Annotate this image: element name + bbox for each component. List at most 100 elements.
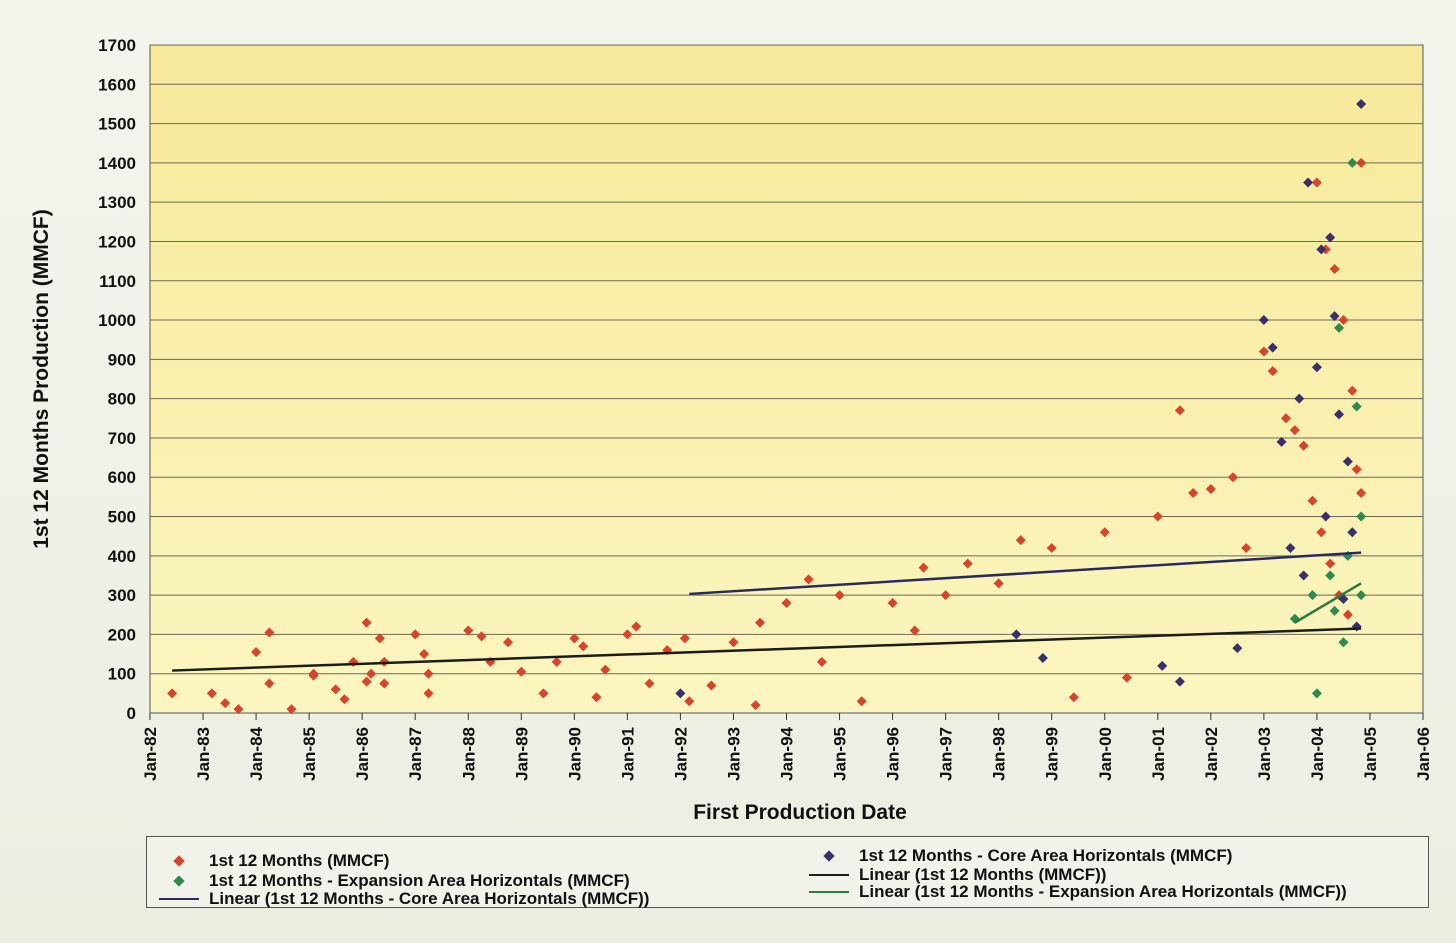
- y-tick-label: 100: [108, 665, 136, 684]
- y-tick-label: 200: [108, 625, 136, 644]
- legend-swatch-total-linear: [807, 868, 851, 882]
- y-tick-label: 700: [108, 429, 136, 448]
- point-expansion: [1347, 157, 1358, 168]
- point-total: [1347, 385, 1358, 396]
- point-total: [728, 637, 739, 648]
- point-total: [1289, 425, 1300, 436]
- y-tick-label: 400: [108, 547, 136, 566]
- y-tick-label: 1100: [99, 272, 136, 291]
- x-tick-label: Jan-84: [247, 726, 266, 780]
- point-core: [1356, 98, 1367, 109]
- y-tick-labels: 0 100 200 300 400 500 600 700 800 900 1000 1100 1200…: [98, 36, 136, 723]
- point-total: [1227, 472, 1238, 483]
- point-total: [551, 656, 562, 667]
- y-tick-label: 1700: [98, 36, 136, 55]
- gridlines: [150, 44, 1423, 675]
- point-expansion: [1325, 570, 1336, 581]
- legend-label: Linear (1st 12 Months - Core Area Horizo…: [209, 889, 650, 908]
- point-total: [1205, 484, 1216, 495]
- point-core: [1157, 660, 1168, 671]
- point-total: [781, 597, 792, 608]
- y-tick-label: 1500: [98, 115, 136, 134]
- point-total: [503, 637, 514, 648]
- legend-swatch-core-linear: [157, 892, 201, 906]
- data-points: [167, 98, 1367, 715]
- point-total: [1356, 487, 1367, 498]
- legend-swatch-total: [157, 854, 201, 868]
- point-total: [803, 574, 814, 585]
- point-total: [918, 562, 929, 573]
- legend-swatch-expansion-linear: [807, 885, 851, 899]
- y-tick-label: 1400: [98, 154, 136, 173]
- y-tick-label: 800: [108, 390, 136, 409]
- x-tick-label: Jan-00: [1096, 727, 1115, 781]
- point-total: [1068, 692, 1079, 703]
- point-total: [264, 627, 275, 638]
- point-total: [379, 678, 390, 689]
- point-core: [1232, 643, 1243, 654]
- legend-item-core: 1st 12 Months - Core Area Horizontals (M…: [807, 846, 1232, 866]
- trendlines: [172, 551, 1362, 672]
- plot-area: [149, 44, 1424, 714]
- point-total: [1338, 315, 1349, 326]
- x-tick-label: Jan-01: [1149, 727, 1168, 781]
- point-total: [423, 668, 434, 679]
- point-total: [750, 700, 761, 711]
- y-axis-title: 1st 12 Months Production (MMCF): [30, 209, 53, 549]
- point-expansion: [1351, 401, 1362, 412]
- point-total: [1316, 527, 1327, 538]
- y-tick-label: 900: [108, 350, 136, 369]
- point-total: [1258, 346, 1269, 357]
- point-total: [423, 688, 434, 699]
- point-total: [361, 617, 372, 628]
- y-tick-label: 1300: [98, 193, 136, 212]
- point-total: [330, 684, 341, 695]
- trendline: [172, 627, 1362, 672]
- point-total: [286, 704, 297, 715]
- y-tick-label: 0: [127, 704, 136, 723]
- point-total: [684, 696, 695, 707]
- point-core: [1267, 342, 1278, 353]
- point-total: [706, 680, 717, 691]
- x-tick-label: Jan-88: [459, 727, 478, 781]
- x-tick-label: Jan-92: [671, 727, 690, 781]
- point-total: [909, 625, 920, 636]
- point-core: [1294, 393, 1305, 404]
- point-total: [264, 678, 275, 689]
- x-tick-label: Jan-96: [884, 727, 903, 781]
- point-total: [993, 578, 1004, 589]
- point-expansion: [1338, 637, 1349, 648]
- point-total: [1280, 413, 1291, 424]
- point-total: [1046, 542, 1057, 553]
- point-total: [1267, 366, 1278, 377]
- legend-item-core-linear: Linear (1st 12 Months - Core Area Horizo…: [157, 889, 649, 909]
- point-total: [1325, 558, 1336, 569]
- point-total: [308, 670, 319, 681]
- y-tick-label: 600: [108, 468, 136, 487]
- point-total: [463, 625, 474, 636]
- y-tick-label: 500: [108, 508, 136, 527]
- point-expansion: [1356, 590, 1367, 601]
- point-total: [679, 633, 690, 644]
- point-total: [1311, 177, 1322, 188]
- legend-item-total-linear: Linear (1st 12 Months (MMCF)): [807, 865, 1106, 885]
- point-core: [1174, 676, 1185, 687]
- point-total: [887, 597, 898, 608]
- point-expansion: [1311, 688, 1322, 699]
- point-core: [1037, 652, 1048, 663]
- x-tick-label: Jan-04: [1308, 726, 1327, 780]
- point-total: [591, 692, 602, 703]
- point-total: [631, 621, 642, 632]
- point-total: [578, 641, 589, 652]
- point-total: [419, 649, 430, 660]
- point-core: [1347, 527, 1358, 538]
- point-total: [339, 694, 350, 705]
- point-total: [754, 617, 765, 628]
- legend-label: 1st 12 Months - Expansion Area Horizonta…: [209, 871, 630, 890]
- point-core: [1011, 629, 1022, 640]
- legend-label: 1st 12 Months - Core Area Horizontals (M…: [859, 846, 1233, 865]
- trendline: [1294, 582, 1362, 624]
- x-tick-label: Jan-06: [1414, 727, 1433, 781]
- point-total: [233, 704, 244, 715]
- point-total: [167, 688, 178, 699]
